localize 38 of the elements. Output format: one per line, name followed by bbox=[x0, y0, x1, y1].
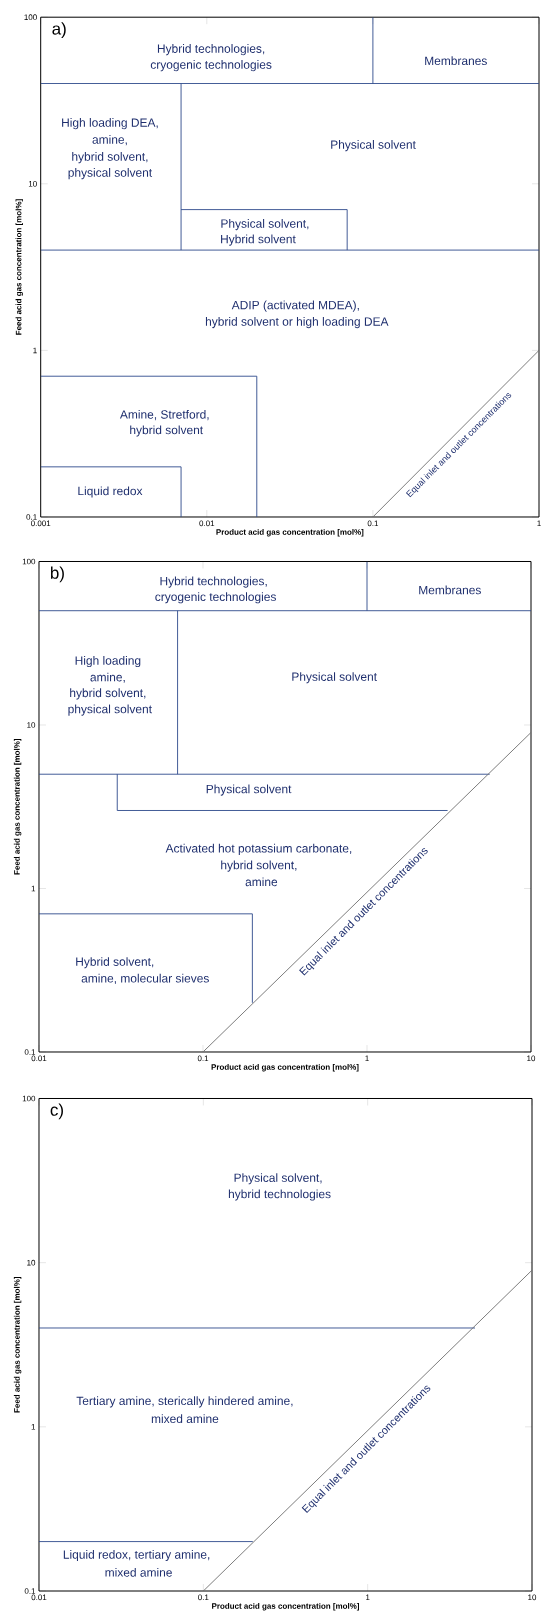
annotation: mixed amine bbox=[151, 1414, 219, 1424]
annotation: amine, bbox=[90, 672, 125, 683]
annotation: Activated hot potassium carbonate, bbox=[165, 843, 352, 855]
annotation: Tertiary amine, sterically hindered amine, bbox=[76, 1396, 293, 1408]
annotation: hybrid solvent, bbox=[221, 860, 297, 872]
chart-title: c) bbox=[50, 1103, 63, 1120]
annotation: cryogenic technologies bbox=[155, 592, 276, 604]
annotation: Liquid redox bbox=[78, 486, 143, 498]
annotation: Hybrid solvent, bbox=[76, 957, 154, 969]
annotation: hybrid solvent, bbox=[72, 152, 148, 164]
annotation: mixed amine bbox=[105, 1567, 172, 1577]
chart-title: a) bbox=[52, 22, 66, 38]
annotation: hybrid technologies bbox=[228, 1189, 331, 1201]
annotation: Physical solvent bbox=[331, 140, 416, 152]
annotation: physical solvent bbox=[68, 168, 153, 180]
annotation: hybrid solvent or high loading DEA bbox=[205, 317, 389, 329]
annotation: ADIP (activated MDEA), bbox=[231, 300, 359, 312]
annotation: Membranes bbox=[425, 56, 487, 66]
annotation: Hybrid technologies, bbox=[160, 576, 267, 588]
annotation: amine, bbox=[92, 135, 127, 146]
annotation: Amine, Stretford, bbox=[119, 409, 209, 421]
chart-title: b) bbox=[50, 566, 64, 583]
annotation: Physical solvent bbox=[206, 784, 292, 796]
annotation: Physical solvent bbox=[292, 672, 377, 684]
annotation: High loading bbox=[75, 655, 141, 668]
annotation: Membranes bbox=[419, 585, 481, 595]
annotation: hybrid solvent, bbox=[70, 688, 146, 700]
annotation: hybrid solvent bbox=[130, 425, 204, 437]
annotation: amine, molecular sieves bbox=[81, 973, 209, 985]
annotation: High loading DEA, bbox=[62, 118, 158, 130]
annotation: physical solvent bbox=[68, 704, 152, 716]
annotation: Physical solvent, bbox=[221, 219, 309, 231]
annotation: Hybrid technologies, bbox=[157, 44, 265, 56]
annotation: Liquid redox, tertiary amine, bbox=[63, 1549, 210, 1562]
annotation: amine bbox=[245, 877, 278, 887]
annotation: Hybrid solvent bbox=[221, 234, 296, 246]
annotation: Physical solvent, bbox=[234, 1173, 322, 1185]
annotation: cryogenic technologies bbox=[150, 60, 272, 72]
